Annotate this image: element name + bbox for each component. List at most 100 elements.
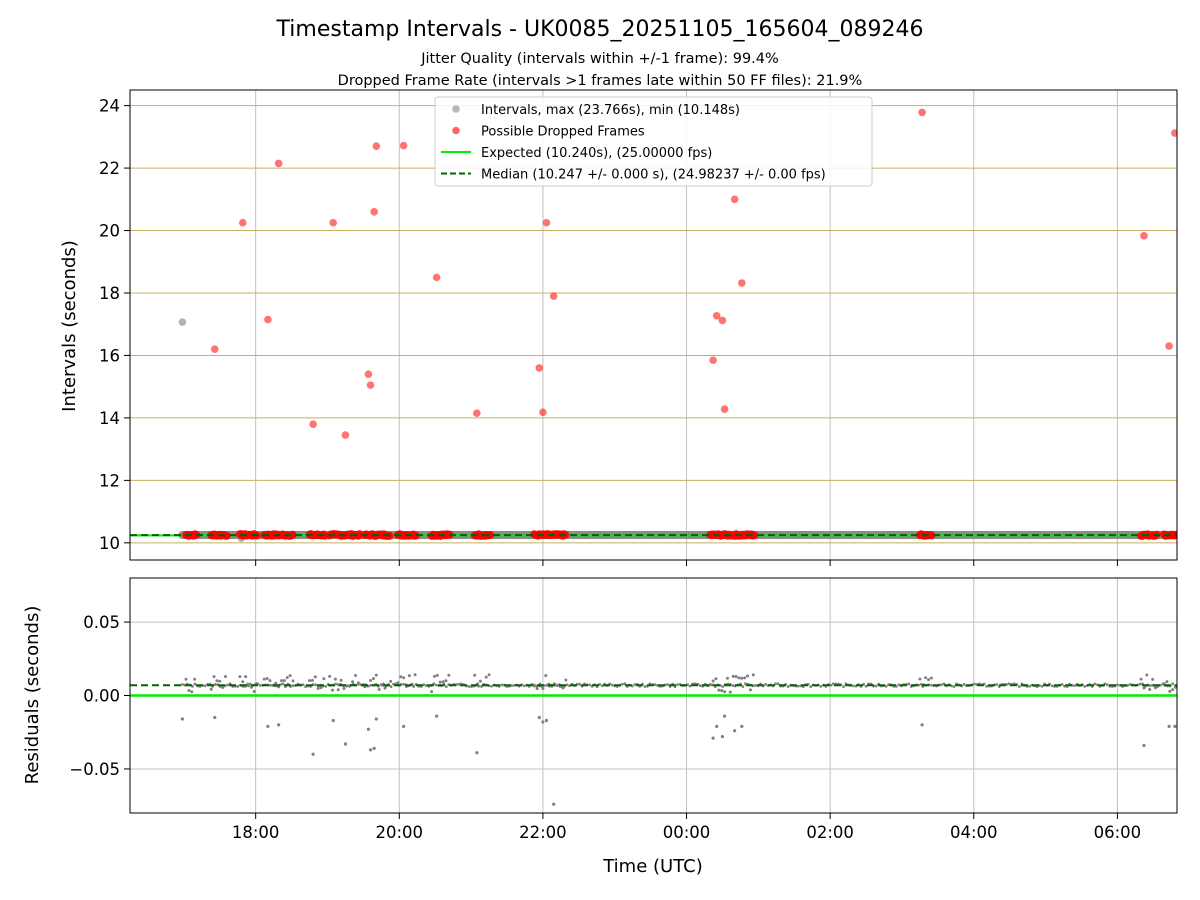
residual-point bbox=[187, 689, 191, 693]
residual-point bbox=[940, 683, 943, 687]
residuals-ytick-label-0: 0.05 bbox=[83, 613, 120, 632]
residual-point bbox=[737, 676, 741, 680]
dropped-point-5 bbox=[329, 218, 338, 227]
legend-marker-dropped bbox=[452, 126, 460, 135]
residual-point bbox=[1093, 682, 1097, 686]
residual-point bbox=[190, 690, 194, 694]
dropped-baseline-point bbox=[222, 531, 231, 540]
residual-point bbox=[564, 678, 568, 682]
dropped-point-16 bbox=[542, 218, 551, 227]
residual-point bbox=[258, 684, 262, 687]
dropped-point-23 bbox=[738, 279, 746, 287]
x-tick-label-4: 02:00 bbox=[806, 823, 854, 842]
residual-point bbox=[236, 685, 240, 688]
residual-point bbox=[477, 684, 481, 688]
dropped-point-7 bbox=[364, 370, 373, 378]
residual-point bbox=[917, 683, 921, 687]
residual-point bbox=[181, 683, 184, 686]
residual-outlier-19 bbox=[715, 724, 719, 728]
residual-point bbox=[291, 679, 295, 683]
residual-point bbox=[1168, 689, 1172, 693]
residual-point bbox=[407, 674, 411, 678]
residual-point bbox=[351, 680, 355, 684]
residual-point bbox=[1153, 686, 1157, 690]
residual-point bbox=[288, 674, 292, 678]
residual-point bbox=[874, 684, 878, 688]
residual-point bbox=[447, 673, 451, 677]
residual-point bbox=[184, 677, 188, 681]
residual-point bbox=[380, 683, 384, 687]
residual-point bbox=[985, 684, 989, 688]
intervals-panel: 10 12 14 16 18 20 22 24 bbox=[99, 89, 1178, 566]
residuals-y-axis-label: Residuals (seconds) bbox=[22, 606, 43, 785]
residual-point bbox=[1095, 683, 1099, 687]
residual-point bbox=[262, 677, 266, 681]
dropped-point-3 bbox=[274, 159, 283, 168]
dropped-point-15 bbox=[539, 408, 547, 417]
residual-point bbox=[728, 690, 732, 694]
residual-point bbox=[786, 685, 790, 688]
residual-point bbox=[1171, 682, 1175, 686]
intervals-ytick-label-6: 22 bbox=[99, 159, 120, 178]
intervals-ytick-label-1: 12 bbox=[99, 471, 120, 490]
residual-point bbox=[653, 683, 657, 687]
residual-point bbox=[1128, 683, 1132, 686]
residual-point bbox=[333, 677, 337, 681]
residual-outlier-27 bbox=[1173, 724, 1177, 728]
residual-point bbox=[918, 677, 922, 681]
residual-point bbox=[720, 689, 724, 693]
residual-point bbox=[1174, 685, 1177, 689]
residual-point bbox=[328, 674, 332, 678]
residual-point bbox=[819, 684, 823, 688]
dropped-point-20 bbox=[718, 316, 727, 325]
residual-point bbox=[422, 683, 426, 687]
residual-point bbox=[731, 674, 735, 678]
residual-point bbox=[1142, 686, 1146, 690]
residual-point bbox=[438, 680, 442, 684]
chart-title: Timestamp Intervals - UK0085_20251105_16… bbox=[276, 17, 924, 42]
residual-outlier-6 bbox=[343, 742, 348, 746]
residual-point bbox=[620, 682, 624, 686]
residual-point bbox=[721, 685, 725, 688]
residual-point bbox=[776, 682, 780, 686]
residual-outlier-24 bbox=[920, 723, 924, 727]
residual-point bbox=[226, 683, 230, 687]
residual-point bbox=[339, 678, 343, 682]
residual-point bbox=[561, 686, 565, 690]
residual-outlier-13 bbox=[475, 751, 479, 755]
residual-point bbox=[441, 680, 445, 684]
dropped-point-11 bbox=[399, 141, 408, 150]
residual-point bbox=[754, 683, 757, 687]
residual-point bbox=[698, 684, 702, 687]
residual-point bbox=[430, 690, 434, 694]
residual-point bbox=[377, 688, 381, 692]
residual-point bbox=[334, 682, 338, 686]
residual-outlier-4 bbox=[311, 752, 315, 756]
residual-point bbox=[541, 687, 545, 691]
residual-outlier-14 bbox=[537, 715, 541, 720]
residual-point bbox=[324, 684, 328, 688]
residual-point bbox=[291, 684, 295, 688]
dropped-point-24 bbox=[918, 108, 926, 117]
residual-point bbox=[1171, 688, 1175, 692]
chart-legend: Intervals, max (23.766s), min (10.148s) P… bbox=[434, 96, 873, 187]
residual-point bbox=[444, 685, 448, 689]
residual-point bbox=[473, 673, 477, 677]
residual-point bbox=[249, 685, 253, 689]
residual-outlier-3 bbox=[277, 723, 281, 727]
residual-point bbox=[457, 682, 461, 686]
residual-outlier-20 bbox=[720, 735, 725, 739]
residual-point bbox=[432, 674, 436, 678]
residual-point bbox=[402, 682, 405, 686]
residual-point bbox=[238, 675, 242, 679]
intervals-ytick-label-0: 10 bbox=[99, 534, 120, 553]
residual-point bbox=[952, 685, 956, 689]
residual-point bbox=[322, 677, 326, 681]
residual-point bbox=[301, 683, 305, 687]
dropped-point-10 bbox=[372, 142, 381, 151]
residual-point bbox=[319, 686, 323, 690]
dropped-point-6 bbox=[341, 431, 350, 439]
residual-point bbox=[209, 687, 213, 691]
residual-point bbox=[764, 682, 767, 686]
legend-box bbox=[434, 96, 873, 187]
